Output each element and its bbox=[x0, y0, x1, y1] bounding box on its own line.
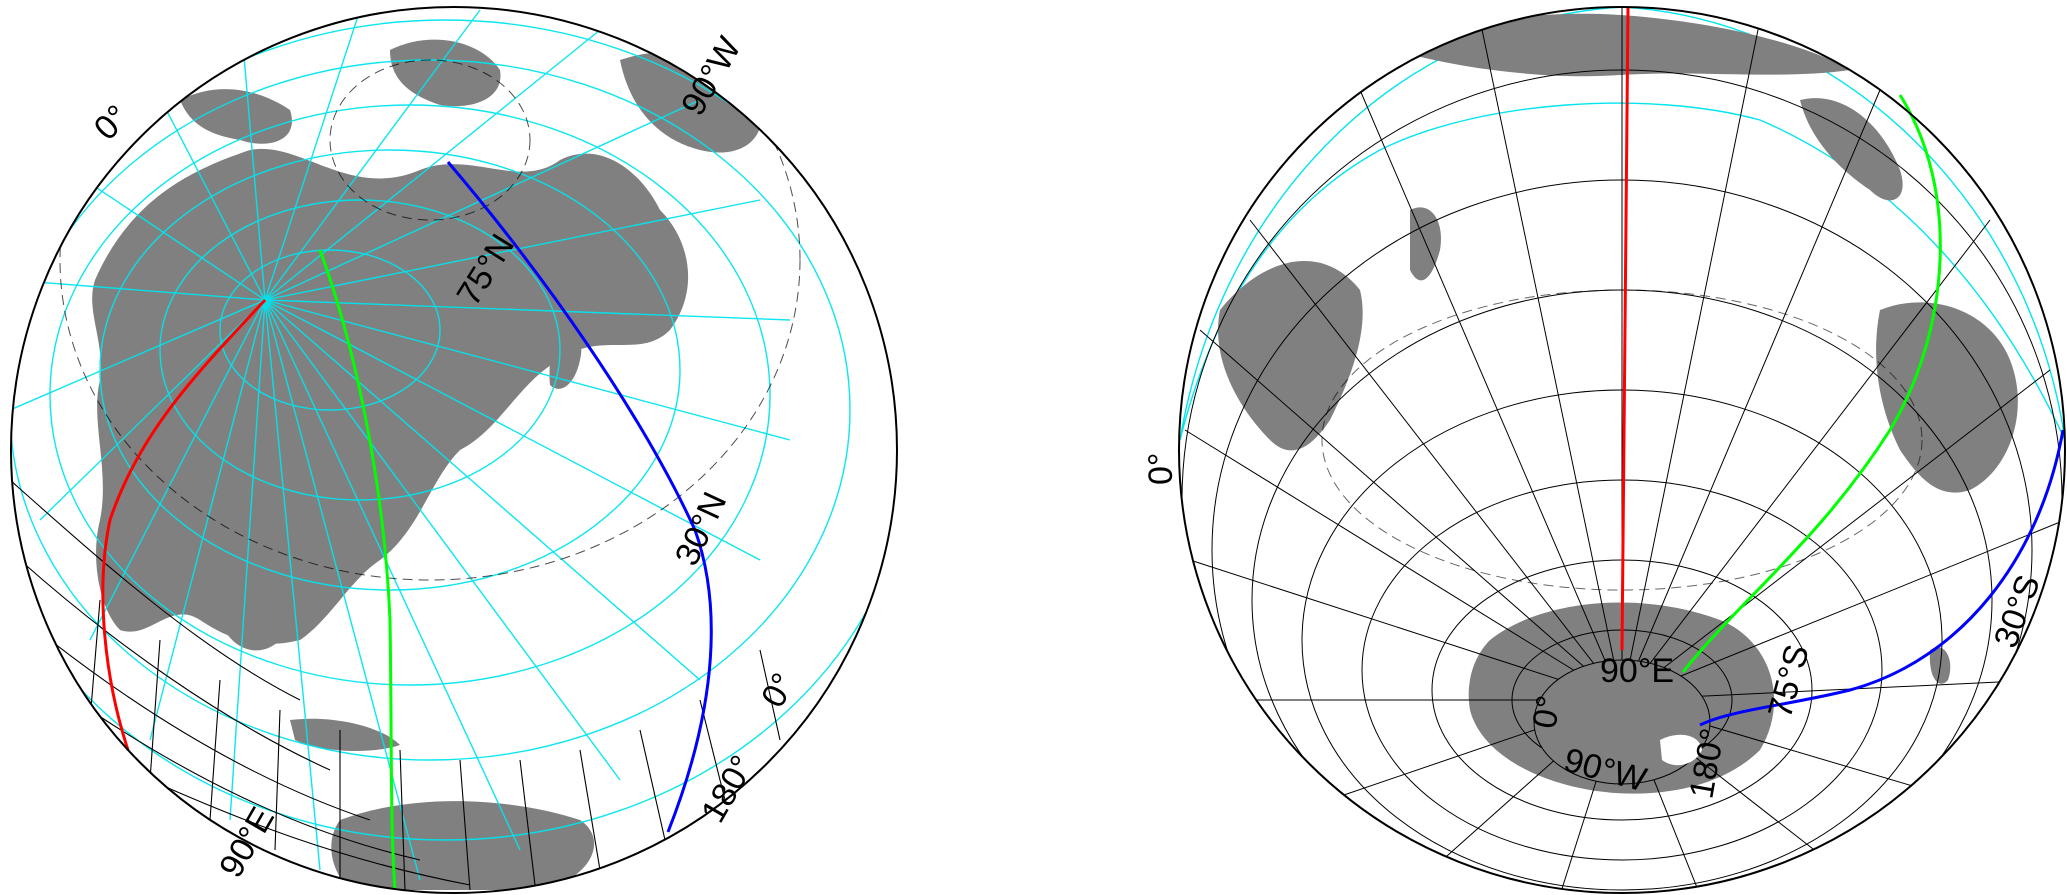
globe-south: 0° 30°S 75°S 90°E 0° 90°W 180° bbox=[1142, 6, 2066, 894]
label-south-meridian-90e: 90°E bbox=[1600, 652, 1674, 690]
globe-north-dashed-circles bbox=[59, 7, 801, 581]
land-australia bbox=[331, 801, 595, 890]
land-southeast-asia bbox=[1800, 98, 1903, 201]
label-south-meridian-0: 0° bbox=[1525, 693, 1568, 732]
label-south-left-equator: 0° bbox=[1142, 452, 1180, 485]
globe-north-outline bbox=[10, 6, 898, 894]
globe-south-outline bbox=[1178, 6, 2066, 894]
globe-south-red-line bbox=[1620, 6, 1630, 651]
globe-north-red-line bbox=[101, 298, 267, 751]
globe-north: 0° 90°W 75°N 30°N 0° 90°E 180° bbox=[10, 6, 898, 894]
globe-south-green-line bbox=[1681, 94, 1942, 673]
globe-north-black-grid bbox=[11, 479, 781, 891]
globe-north-green-line bbox=[318, 249, 397, 891]
globe-north-blue-line bbox=[446, 161, 713, 833]
land-indochina bbox=[217, 560, 283, 651]
land-south-america bbox=[1218, 261, 1363, 451]
land-australia bbox=[1876, 302, 2018, 493]
land-greenland bbox=[390, 39, 501, 107]
label-north-top-left-meridian: 0° bbox=[87, 98, 137, 148]
land-indonesia bbox=[290, 718, 400, 752]
globe-south-dashed-circle bbox=[1321, 289, 1923, 591]
globe-south-white-patch bbox=[1660, 734, 1702, 766]
globe-north-cyan-grid bbox=[11, 9, 897, 881]
globe-south-blue-line bbox=[1699, 429, 2065, 727]
